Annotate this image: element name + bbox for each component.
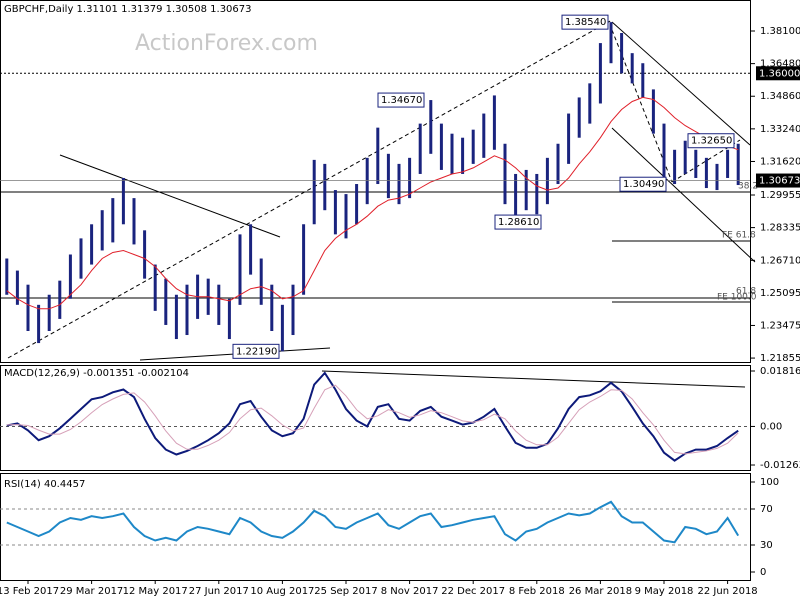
price-annotation-box xyxy=(377,92,425,108)
price-annotation: 1.34670 xyxy=(381,95,422,106)
rsi-panel xyxy=(0,473,751,581)
price-annotation-box xyxy=(561,14,609,30)
current-price-label: 1.30673 xyxy=(759,176,800,187)
x-tick-label: 26 Mar 2018 xyxy=(569,586,632,597)
x-tick-label: 10 Aug 2017 xyxy=(250,586,314,597)
macd-title: MACD(12,26,9) -0.001351 -0.002104 xyxy=(4,368,189,379)
y-tick-label: 1.34860 xyxy=(760,91,800,102)
x-tick-label: 9 May 2018 xyxy=(635,586,694,597)
price-panel xyxy=(0,0,751,363)
price-annotation: 1.38540 xyxy=(565,17,606,28)
y-tick-label: 1.25095 xyxy=(760,288,800,299)
y-tick-label: 0.00 xyxy=(760,421,782,432)
rsi-title: RSI(14) 40.4457 xyxy=(4,479,85,490)
y-tick-label: 1.33240 xyxy=(760,124,800,135)
y-tick-label: 1.23475 xyxy=(760,320,800,331)
x-tick-label: 22 Dec 2017 xyxy=(441,586,505,597)
price-annotation-box xyxy=(494,214,542,230)
price-annotation: 1.30490 xyxy=(623,179,664,190)
y-tick-label: 0.018161 xyxy=(760,366,800,377)
y-tick-label: 70 xyxy=(760,504,773,515)
watermark: ActionForex.com xyxy=(135,31,318,56)
x-tick-label: 29 Mar 2017 xyxy=(60,586,123,597)
chart-title: GBPCHF,Daily 1.31101 1.31379 1.30508 1.3… xyxy=(4,4,252,15)
trend-line xyxy=(611,29,673,183)
trend-line xyxy=(7,19,613,359)
y-tick-label: 0 xyxy=(760,567,766,578)
x-tick-label: 12 May 2017 xyxy=(123,586,188,597)
y-tick-label: 1.26710 xyxy=(760,255,800,266)
x-tick-label: 13 Feb 2017 xyxy=(0,586,59,597)
trend-line xyxy=(59,154,281,238)
fib-label: 38.2 xyxy=(738,182,758,192)
fib-label: 61.8 xyxy=(736,287,756,297)
trend-line xyxy=(321,370,746,388)
y-tick-label: 100 xyxy=(760,477,779,488)
y-tick-label: 1.38100 xyxy=(760,26,800,37)
series-line xyxy=(6,384,739,455)
price-annotation: 1.28610 xyxy=(498,217,539,228)
channel-line xyxy=(611,21,751,146)
y-tick-label: 1.31620 xyxy=(760,156,800,167)
price-annotation-box xyxy=(232,343,280,359)
current-price-box xyxy=(756,173,800,188)
price-annotation-box xyxy=(619,176,667,192)
channel-line xyxy=(611,127,756,263)
series-line xyxy=(6,96,739,310)
y-tick-label: 1.21855 xyxy=(760,353,800,364)
y-tick-label: 1.28335 xyxy=(760,223,800,234)
fib-label: FE 100.0 xyxy=(717,293,757,303)
y-tick-label: 1.29955 xyxy=(760,190,800,201)
price-annotation-box xyxy=(687,133,735,149)
level-label-box xyxy=(756,66,800,81)
fib-label: FE 61.8 xyxy=(722,231,756,241)
x-tick-label: 27 Jun 2017 xyxy=(189,586,249,597)
x-tick-label: 8 Nov 2017 xyxy=(381,586,439,597)
y-tick-label: 30 xyxy=(760,540,773,551)
price-annotation: 1.22190 xyxy=(236,346,277,357)
y-tick-label: -0.012637 xyxy=(760,460,800,471)
series-line xyxy=(6,500,740,544)
x-tick-label: 22 Jun 2018 xyxy=(698,586,758,597)
y-tick-label: 1.36480 xyxy=(760,59,800,70)
macd-panel xyxy=(0,365,751,471)
price-annotation: 1.32650 xyxy=(691,136,732,147)
x-tick-label: 8 Feb 2018 xyxy=(509,586,565,597)
level-label: 1.36000 xyxy=(759,68,800,79)
x-tick-label: 25 Sep 2017 xyxy=(314,586,377,597)
